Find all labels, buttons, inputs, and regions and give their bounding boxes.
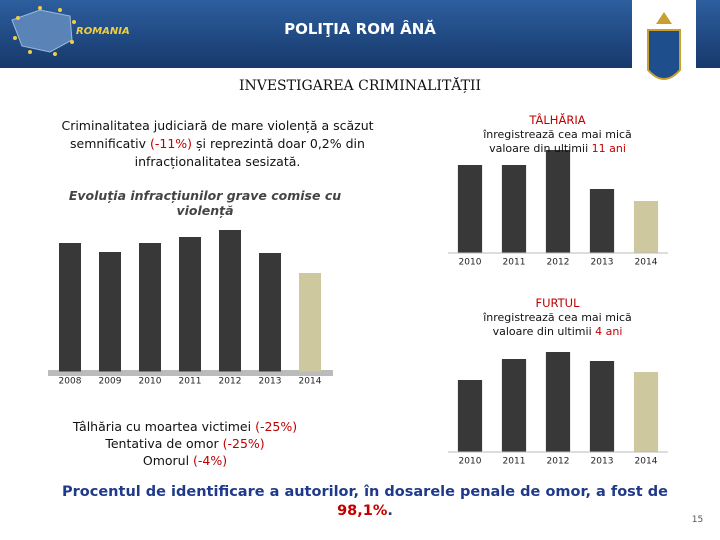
x-tick-label: 2014 [635,258,658,268]
text-part: (-25%) [255,419,298,434]
detail-line: Omorul (-4%) [30,452,340,469]
bar [633,201,659,253]
bar [457,380,483,452]
text-part: Omorul [142,453,194,468]
text-part: înregistrează cea mai mică valoare din u… [483,311,632,338]
header-title: POLIŢIA ROM ÂNĂ [284,20,436,38]
bar [633,372,659,452]
text-part: (-11%) [149,136,193,151]
bar [501,165,527,253]
intro: Criminalitatea judiciară de mare violenț… [45,117,390,171]
x-tick-label: 2009 [99,377,122,387]
x-tick-label: 2013 [591,258,614,268]
text-part: Tentativa de omor [105,436,223,451]
x-tick-label: 2010 [139,377,162,387]
x-tick-label: 2011 [503,457,526,467]
header-band [0,0,720,68]
bar [501,359,527,452]
text-part: înregistrează cea mai mică valoare din u… [483,128,632,155]
bar [179,237,201,372]
bar [139,243,161,372]
x-tick-label: 2014 [635,457,658,467]
detail-line: Tâlhăria cu moartea victimei (-25%) [30,418,340,435]
bar [59,243,81,372]
x-tick-label: 2013 [591,457,614,467]
detail-line: Tentativa de omor (-25%) [30,435,340,452]
text-part: . [387,503,393,519]
heading: INVESTIGAREA CRIMINALITĂȚII [238,78,482,94]
x-tick-label: 2012 [547,457,570,467]
bar [589,361,615,452]
logo-text: ROMANIA [76,26,130,37]
text-part: 11 ani [591,142,626,155]
stars [13,6,76,56]
text-part: Tâlhăria cu moartea victimei [72,419,256,434]
page-number: 15 [691,515,704,525]
bar [545,150,571,253]
bar [219,230,241,372]
text-part: Criminalitatea judiciară de mare violenț… [61,118,374,151]
x-tick-label: 2011 [503,258,526,268]
bar [545,352,571,452]
text-part: 98,1% [337,503,388,519]
text-part: 4 ani [595,325,623,338]
bar [259,253,281,372]
x-tick-label: 2013 [259,377,282,387]
x-tick-label: 2012 [547,258,570,268]
chart-floor [48,370,333,376]
x-tick-label: 2008 [59,377,82,387]
x-tick-label: 2012 [219,377,242,387]
text-part: (-25%) [222,436,265,451]
chart-title: TÂLHĂRIA [529,113,586,127]
chart-subtitle: înregistrează cea mai mică valoare din u… [467,128,648,156]
bar [299,273,321,372]
bar [457,165,483,253]
bar [589,189,615,253]
chart-subtitle: înregistrează cea mai mică valoare din u… [467,311,648,339]
crest-crown [656,12,672,24]
conclusion: Procentul de identificare a autorilor, î… [60,483,670,521]
details: Tâlhăria cu moartea victimei (-25%) Tenta… [30,418,340,469]
text-part: (-4%) [193,453,228,468]
x-tick-label: 2014 [299,377,322,387]
text-part: Procentul de identificare a autorilor, î… [62,484,668,500]
chart-title: Evoluția infracțiunilor grave comise cu … [68,188,342,218]
x-tick-label: 2010 [459,457,482,467]
text-part: și reprezintă doar 0,2% din infracțional… [134,136,365,169]
x-tick-label: 2011 [179,377,202,387]
x-tick-label: 2010 [459,258,482,268]
chart-title: FURTUL [535,296,580,310]
crest-shield [647,29,681,80]
bar [99,252,121,372]
